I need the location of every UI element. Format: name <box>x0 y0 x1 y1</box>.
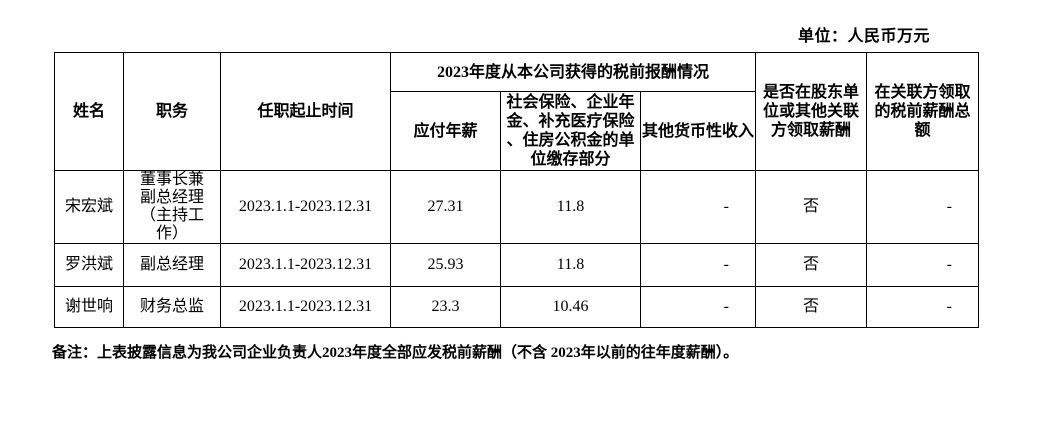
row-other-income: - <box>640 243 756 287</box>
row-related-total: - <box>866 286 979 328</box>
compensation-table: 姓名 职务 任职起止时间 2023年度从本公司获得的税前报酬情况 是否在股东单位… <box>54 52 979 328</box>
row-term: 2023.1.1-2023.12.31 <box>220 243 391 287</box>
header-term: 任职起止时间 <box>220 52 391 171</box>
row-social: 10.46 <box>500 286 641 328</box>
row-name: 谢世响 <box>54 286 124 328</box>
row-salary: 27.31 <box>390 170 501 244</box>
unit-label: 单位：人民币万元 <box>798 28 931 45</box>
row-shareholder-pay: 否 <box>755 286 867 328</box>
row-other-income: - <box>640 170 756 244</box>
header-social-insurance: 社会保险、企业年金、补充医疗保险、住房公积金的单位缴存部分 <box>500 91 641 171</box>
row-social: 11.8 <box>500 170 641 244</box>
header-comp-group: 2023年度从本公司获得的税前报酬情况 <box>390 52 756 92</box>
header-name: 姓名 <box>54 52 124 171</box>
row-shareholder-pay: 否 <box>755 170 867 244</box>
row-position: 财务总监 <box>123 286 221 328</box>
row-salary: 23.3 <box>390 286 501 328</box>
header-salary: 应付年薪 <box>390 91 501 171</box>
row-term: 2023.1.1-2023.12.31 <box>220 170 391 244</box>
row-name: 宋宏斌 <box>54 170 124 244</box>
table-row: 谢世响 财务总监 2023.1.1-2023.12.31 23.3 10.46 … <box>54 286 979 328</box>
header-row-sub: 应付年薪 社会保险、企业年金、补充医疗保险、住房公积金的单位缴存部分 其他货币性… <box>55 91 979 171</box>
row-term: 2023.1.1-2023.12.31 <box>220 286 391 328</box>
row-social: 11.8 <box>500 243 641 287</box>
header-related-total: 在关联方领取的税前薪酬总额 <box>866 52 979 171</box>
row-shareholder-pay: 否 <box>755 243 867 287</box>
header-position: 职务 <box>123 52 221 171</box>
header-row-top: 姓名 职务 任职起止时间 2023年度从本公司获得的税前报酬情况 是否在股东单位… <box>54 52 979 171</box>
table-row: 宋宏斌 董事长兼副总经理（主持工作） 2023.1.1-2023.12.31 2… <box>54 170 979 244</box>
row-position: 副总经理 <box>123 243 221 287</box>
table-row: 罗洪斌 副总经理 2023.1.1-2023.12.31 25.93 11.8 … <box>54 243 979 287</box>
row-related-total: - <box>866 170 979 244</box>
row-other-income: - <box>640 286 756 328</box>
row-related-total: - <box>866 243 979 287</box>
row-name: 罗洪斌 <box>54 243 124 287</box>
footnote: 备注：上表披露信息为我公司企业负责人2023年度全部应发税前薪酬（不含 2023… <box>52 345 739 361</box>
row-position: 董事长兼副总经理（主持工作） <box>123 170 221 244</box>
header-shareholder-pay: 是否在股东单位或其他关联方领取薪酬 <box>755 52 867 171</box>
header-other-income: 其他货币性收入 <box>640 91 756 171</box>
row-salary: 25.93 <box>390 243 501 287</box>
